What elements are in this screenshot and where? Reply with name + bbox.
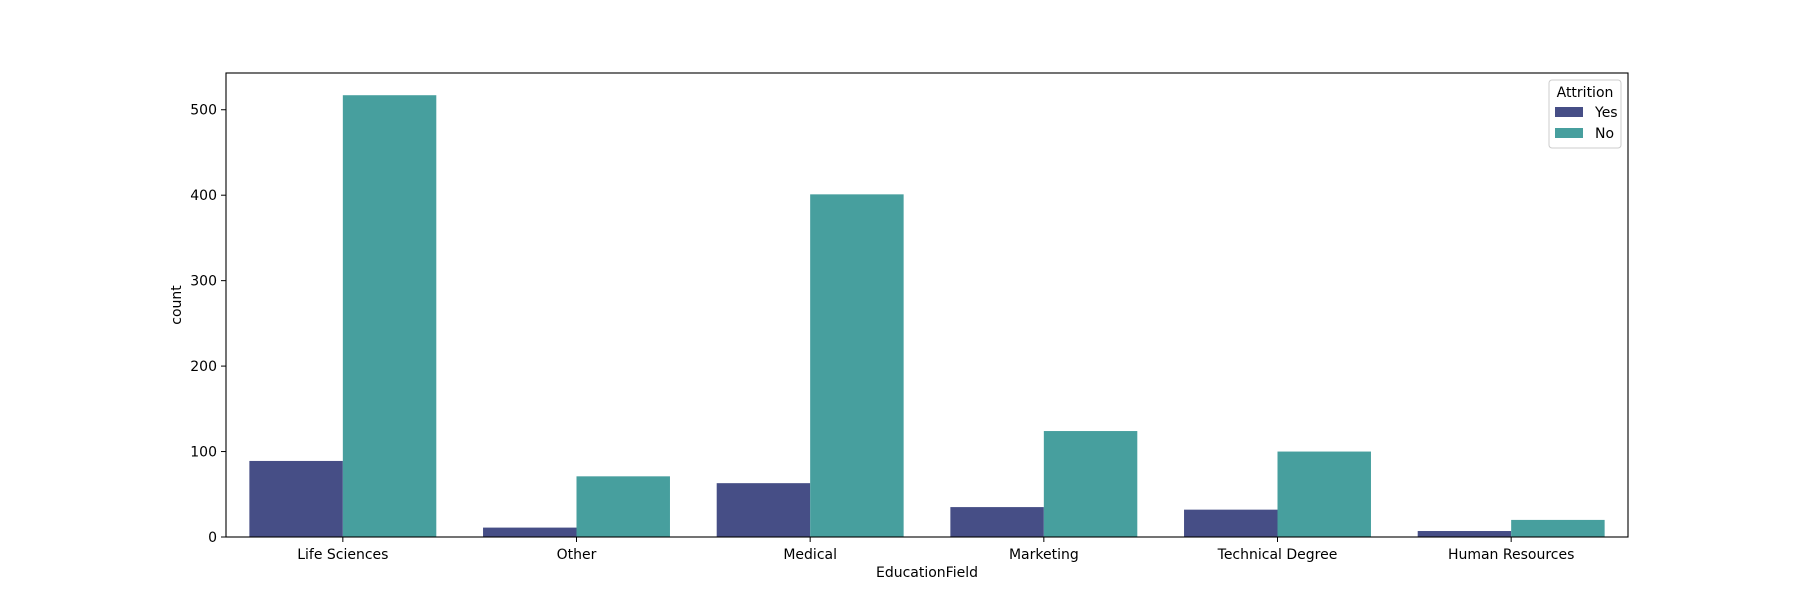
x-tick-label-life-sciences: Life Sciences [297, 547, 388, 563]
y-tick-label-300: 300 [190, 274, 217, 290]
legend-title: Attrition [1557, 85, 1614, 101]
y-tick-label-500: 500 [190, 103, 217, 119]
bar-life-sciences-no [342, 95, 437, 537]
bar-technical-degree-no [1277, 451, 1371, 537]
x-tick-label-technical-degree: Technical Degree [1217, 547, 1338, 563]
bar-human-resources-no [1511, 519, 1605, 537]
y-tick-label-200: 200 [190, 359, 217, 375]
x-tick-label-other: Other [557, 547, 597, 563]
y-tick-label-100: 100 [190, 445, 217, 461]
bar-marketing-yes [950, 507, 1044, 537]
y-axis-label: count [169, 285, 185, 325]
bar-medical-no [810, 194, 904, 537]
bars-layer [249, 95, 1605, 537]
legend-swatch-yes [1555, 107, 1583, 117]
bar-marketing-no [1043, 431, 1138, 537]
bar-life-sciences-yes [249, 460, 343, 537]
plot-frame [225, 72, 1629, 538]
y-tick-label-0: 0 [208, 530, 217, 546]
y-axis: 0 100 200 300 400 500 [190, 103, 226, 546]
x-axis: Life Sciences Other Medical Marketing Techni… [297, 537, 1574, 563]
bar-technical-degree-yes [1184, 509, 1278, 537]
legend: Attrition Yes No [1548, 79, 1622, 149]
x-tick-label-medical: Medical [783, 547, 837, 563]
bar-human-resources-yes [1417, 531, 1512, 537]
legend-label-no: No [1595, 126, 1614, 142]
bar-other-yes [483, 527, 577, 537]
x-tick-label-marketing: Marketing [1009, 547, 1079, 563]
y-tick-label-400: 400 [190, 188, 217, 204]
bar-other-no [576, 476, 670, 537]
legend-label-yes: Yes [1594, 105, 1618, 121]
x-axis-label: EducationField [876, 565, 978, 581]
x-tick-label-human-resources: Human Resources [1448, 547, 1574, 563]
bar-medical-yes [716, 483, 811, 537]
legend-swatch-no [1555, 128, 1583, 138]
